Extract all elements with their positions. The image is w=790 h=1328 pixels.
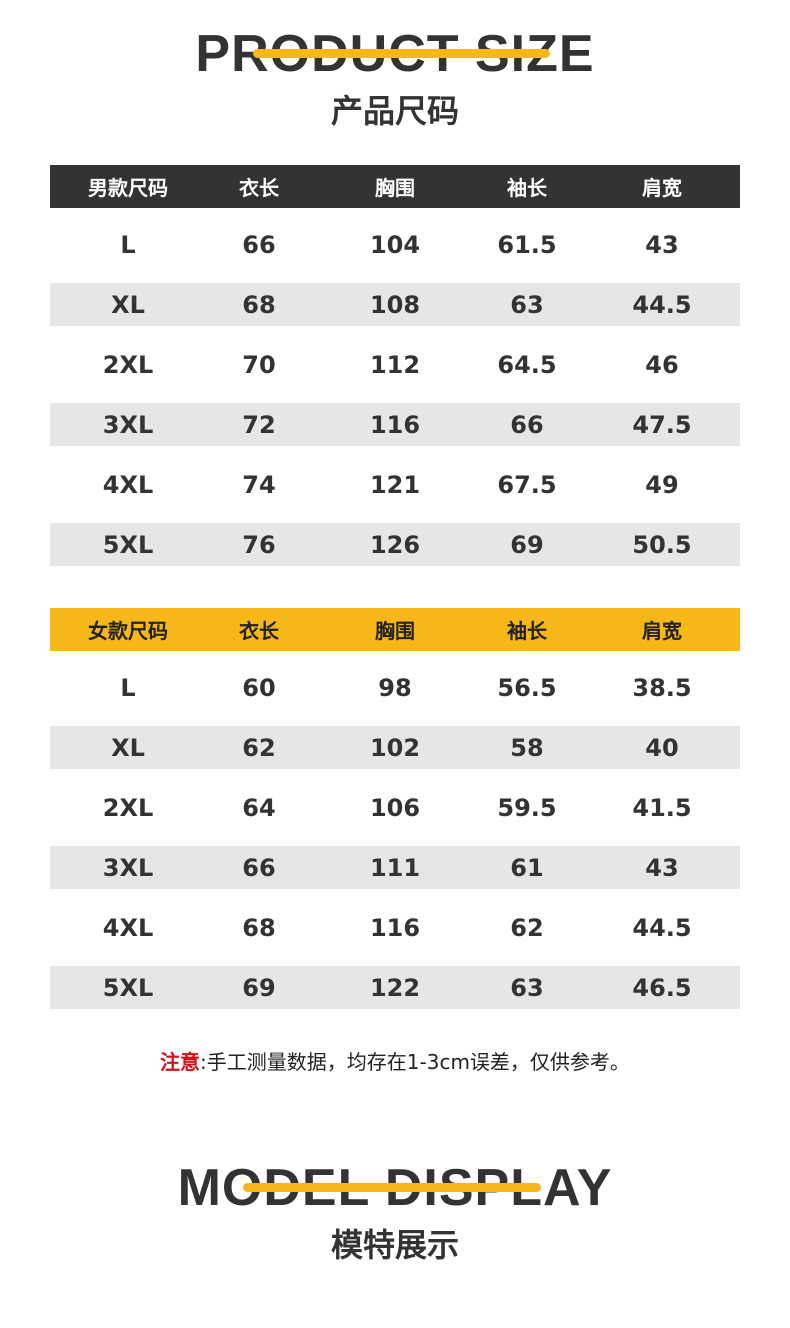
column-header: 袖长 [507,619,547,643]
table-cell: 5XL [102,531,154,559]
table-header: 男款尺码 衣长 胸围 袖长 肩宽 [50,165,740,208]
column-header: 袖长 [507,176,547,200]
table-row: 3XL 72 116 66 47.5 [50,395,740,455]
table-cell: 43 [645,231,679,259]
product-size-subtitle: 产品尺码 [330,92,459,130]
table-cell: L [120,674,136,702]
table-cell: 46.5 [632,974,692,1002]
column-header: 胸围 [375,176,415,200]
table-cell: 62 [242,734,276,762]
table-row: 2XL 64 106 59.5 41.5 [50,778,740,838]
table-cell: 126 [369,531,421,559]
note-text: :手工测量数据，均存在1-3cm误差，仅供参考。 [200,1050,630,1074]
table-cell: 44.5 [632,291,692,319]
table-cell: 98 [378,674,412,702]
table-cell: 116 [369,411,421,439]
table-cell: 47.5 [632,411,692,439]
table-cell: 64.5 [497,351,557,379]
table-cell: 2XL [102,794,154,822]
table-cell: 74 [242,471,276,499]
note-label: 注意 [160,1050,201,1074]
model-display-subtitle: 模特展示 [330,1226,459,1264]
table-cell: 69 [510,531,544,559]
table-cell: 61 [510,854,544,882]
title-accent-bar [243,1183,541,1192]
table-row: 2XL 70 112 64.5 46 [50,335,740,395]
table-cell: 106 [369,794,421,822]
table-cell: 111 [369,854,421,882]
column-header: 肩宽 [642,176,682,200]
table-row: 4XL 74 121 67.5 49 [50,455,740,515]
table-cell: 69 [242,974,276,1002]
table-cell: 72 [242,411,276,439]
table-cell: 40 [645,734,679,762]
table-cell: 46 [645,351,679,379]
table-cell: 61.5 [497,231,557,259]
table-row: L 66 104 61.5 43 [50,215,740,275]
table-cell: 108 [369,291,421,319]
table-cell: 59.5 [497,794,557,822]
table-cell: 66 [242,854,276,882]
table-cell: 76 [242,531,276,559]
table-cell: 102 [369,734,421,762]
table-cell: 68 [242,914,276,942]
measurement-note: 注意:手工测量数据，均存在1-3cm误差，仅供参考。 [0,1046,790,1075]
table-cell: 41.5 [632,794,692,822]
column-header: 衣长 [239,619,279,643]
table-cell: 56.5 [497,674,557,702]
table-cell: 2XL [102,351,154,379]
table-cell: 49 [645,471,679,499]
table-cell: 64 [242,794,276,822]
women-size-table: 女款尺码 衣长 胸围 袖长 肩宽 L 60 98 56.5 38.5 XL 62 102 58 40 2XL 6… [50,608,740,1018]
table-row: 4XL 68 116 62 44.5 [50,898,740,958]
table-cell: 60 [242,674,276,702]
table-cell: 121 [369,471,421,499]
table-cell: 112 [369,351,421,379]
table-row: L 60 98 56.5 38.5 [50,658,740,718]
table-cell: 44.5 [632,914,692,942]
column-header: 男款尺码 [88,176,168,200]
table-cell: 63 [510,291,544,319]
table-cell: 66 [242,231,276,259]
table-cell: 104 [369,231,421,259]
table-cell: 3XL [102,411,154,439]
table-cell: XL [111,291,145,319]
title-accent-bar [253,49,550,58]
table-cell: L [120,231,136,259]
table-cell: 5XL [102,974,154,1002]
table-cell: 122 [369,974,421,1002]
table-row: XL 62 102 58 40 [50,718,740,778]
table-cell: 43 [645,854,679,882]
column-header: 胸围 [375,619,415,643]
table-cell: 4XL [102,914,154,942]
column-header: 女款尺码 [88,619,168,643]
table-cell: 63 [510,974,544,1002]
table-cell: 50.5 [632,531,692,559]
table-cell: 68 [242,291,276,319]
table-cell: 116 [369,914,421,942]
table-cell: 67.5 [497,471,557,499]
table-cell: XL [111,734,145,762]
table-cell: 4XL [102,471,154,499]
table-cell: 58 [510,734,544,762]
table-cell: 70 [242,351,276,379]
column-header: 肩宽 [642,619,682,643]
table-row: XL 68 108 63 44.5 [50,275,740,335]
column-header: 衣长 [239,176,279,200]
table-row: 5XL 69 122 63 46.5 [50,958,740,1018]
table-header: 女款尺码 衣长 胸围 袖长 肩宽 [50,608,740,651]
table-cell: 38.5 [632,674,692,702]
table-cell: 62 [510,914,544,942]
men-size-table: 男款尺码 衣长 胸围 袖长 肩宽 L 66 104 61.5 43 XL 68 108 63 44.5 2XL… [50,165,740,575]
table-row: 5XL 76 126 69 50.5 [50,515,740,575]
table-row: 3XL 66 111 61 43 [50,838,740,898]
table-cell: 66 [510,411,544,439]
table-cell: 3XL [102,854,154,882]
